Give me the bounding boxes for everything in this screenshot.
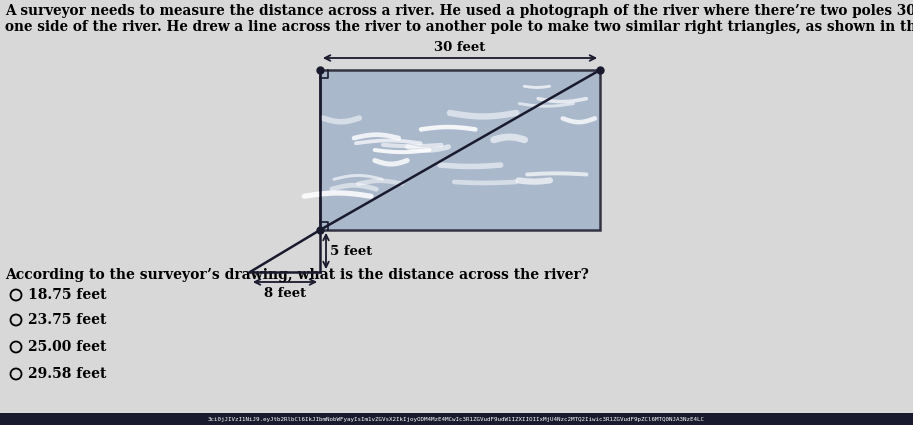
Bar (320, 70, 600, 230)
Text: 23.75 feet: 23.75 feet (28, 313, 107, 327)
Text: A surveyor needs to measure the distance across a river. He used a photograph of: A surveyor needs to measure the distance… (5, 4, 913, 18)
Text: 25.00 feet: 25.00 feet (28, 340, 107, 354)
Text: 30 feet: 30 feet (435, 41, 486, 54)
Text: 3ci0jJIVzI1NiJ9.eyJtb2RlbCl6IkJIbmNobWFyayIsIm1vZGVsX2IkIjoyODM4MzE4MCwIc3R1ZGVu: 3ci0jJIVzI1NiJ9.eyJtb2RlbCl6IkJIbmNobWFy… (207, 416, 705, 422)
Text: 29.58 feet: 29.58 feet (28, 367, 107, 381)
Text: 5 feet: 5 feet (330, 244, 373, 258)
Bar (0, 413, 913, 425)
Text: 8 feet: 8 feet (264, 287, 306, 300)
Text: 18.75 feet: 18.75 feet (28, 288, 107, 302)
Text: According to the surveyor’s drawing, what is the distance across the river?: According to the surveyor’s drawing, wha… (5, 268, 589, 282)
Text: one side of the river. He drew a line across the river to another pole to make t: one side of the river. He drew a line ac… (5, 20, 913, 34)
